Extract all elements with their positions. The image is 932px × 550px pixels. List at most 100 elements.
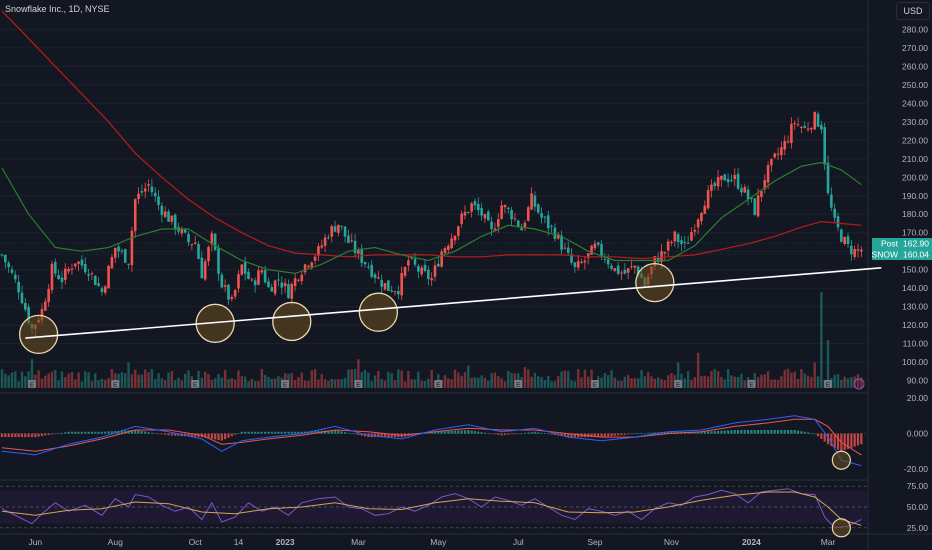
volume-bar [140, 374, 144, 388]
time-tick-label: Nov [664, 537, 680, 547]
volume-bar [130, 374, 134, 388]
candle-body [810, 128, 813, 130]
volume-bar [820, 292, 823, 388]
candle-body [823, 127, 826, 165]
candle-body [750, 197, 753, 200]
macd-histogram-bar [823, 433, 826, 442]
price-tick-label: 270.00 [902, 43, 928, 53]
volume-bar [270, 378, 273, 388]
macd-histogram-bar [780, 430, 783, 434]
svg-text:E: E [436, 382, 441, 389]
volume-bar [393, 380, 397, 388]
candle-body [290, 284, 294, 299]
volume-bar [253, 381, 257, 388]
candle-body [70, 268, 74, 270]
candle-body [400, 273, 403, 296]
rsi-tick-label: 75.00 [907, 481, 929, 491]
earnings-marker: E [27, 380, 36, 389]
volume-bar [307, 380, 310, 388]
volume-bar [427, 378, 430, 388]
volume-bar [387, 371, 390, 388]
candle-body [676, 234, 680, 243]
candle-body [480, 208, 483, 216]
volume-bar [64, 377, 67, 388]
macd-histogram-bar [520, 433, 523, 434]
volume-bar [144, 369, 147, 388]
candle-body [496, 219, 500, 227]
volume-bar [640, 369, 643, 388]
candle-body [800, 126, 803, 128]
volume-bar [200, 377, 204, 388]
candle-body [24, 302, 27, 310]
trendline [25, 267, 882, 339]
candle-body [173, 214, 177, 230]
candle-body [833, 208, 836, 218]
macd-histogram-bar [773, 430, 776, 434]
volume-bar [20, 371, 24, 388]
candle-body [710, 184, 713, 191]
macd-histogram-bar [47, 433, 50, 435]
macd-histogram-bar [730, 430, 733, 434]
candle-body [60, 277, 64, 282]
volume-bar [503, 381, 507, 388]
macd-histogram-bar [227, 433, 230, 438]
macd-histogram-bar [124, 430, 127, 434]
volume-bar [776, 380, 780, 388]
candle-body [27, 306, 30, 323]
volume-bar [90, 381, 94, 388]
macd-histogram-bar [796, 430, 800, 434]
candle-body [663, 252, 667, 254]
volume-bar [247, 381, 250, 388]
macd-histogram-bar [673, 431, 676, 434]
macd-histogram-bar [167, 433, 170, 436]
candle-body [123, 249, 127, 263]
candle-body [536, 204, 540, 213]
macd-histogram-bar [150, 432, 153, 434]
macd-histogram-bar [230, 433, 233, 437]
candle-body [437, 263, 440, 267]
volume-bar [650, 376, 653, 388]
volume-bar [670, 373, 673, 388]
candle-body [40, 309, 44, 321]
volume-bar [793, 371, 796, 388]
volume-bar [460, 375, 463, 388]
candle-body [843, 237, 846, 244]
macd-histogram-bar [813, 433, 816, 435]
macd-histogram-bar [147, 432, 150, 434]
volume-bar [377, 371, 380, 388]
price-label-name: Post [881, 239, 899, 249]
volume-bar [27, 371, 30, 388]
volume-bar [327, 380, 330, 388]
volume-bar [217, 374, 220, 388]
macd-histogram-bar [77, 431, 80, 434]
volume-bar [207, 374, 210, 388]
macd-histogram-bar [204, 433, 207, 438]
candle-body [603, 258, 607, 260]
volume-bar [407, 370, 410, 388]
volume-bar [37, 370, 40, 388]
volume-bar [633, 378, 637, 388]
candle-body [753, 198, 757, 216]
volume-bar [613, 377, 617, 388]
candle-body [140, 191, 144, 193]
macd-histogram-bar [94, 431, 97, 434]
macd-histogram-bar [453, 430, 457, 434]
candle-body [203, 261, 207, 280]
candle-body [500, 205, 503, 219]
macd-histogram-bar [806, 432, 810, 434]
volume-bar [220, 377, 224, 388]
macd-histogram-bar [290, 431, 293, 434]
volume-bar [530, 376, 533, 388]
volume-bar [636, 378, 640, 388]
macd-histogram-bar [597, 433, 600, 438]
candle-body [50, 263, 54, 291]
volume-bar [340, 379, 343, 388]
volume-bar [170, 371, 174, 388]
candle-body [546, 215, 550, 229]
macd-histogram-bar [104, 431, 107, 434]
candle-body [297, 279, 300, 281]
currency-button[interactable]: USD [896, 2, 930, 20]
candle-body [170, 215, 174, 222]
macd-histogram-bar [353, 433, 357, 435]
